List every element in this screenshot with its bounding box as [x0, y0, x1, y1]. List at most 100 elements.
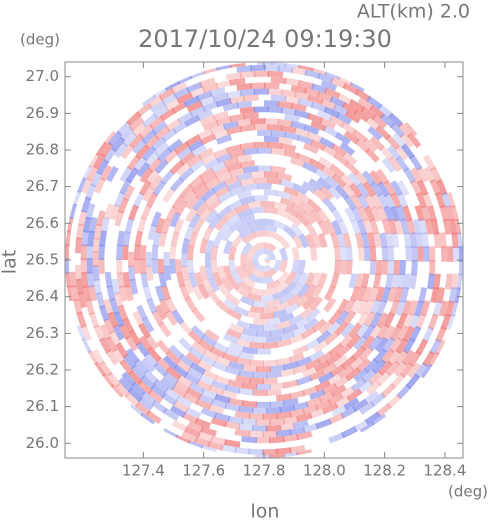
echo-cell: [432, 300, 443, 317]
echo-cell: [239, 106, 256, 115]
echo-cell: [429, 246, 436, 262]
echo-cell: [164, 98, 181, 112]
echo-cell: [420, 300, 431, 317]
echo-cell: [269, 436, 285, 444]
echo-cell: [170, 176, 185, 192]
echo-cell: [436, 287, 446, 304]
echo-cell: [154, 142, 170, 157]
echo-cell: [211, 398, 228, 409]
echo-cell: [421, 232, 430, 249]
echo-cell: [199, 96, 216, 107]
echo-cell: [238, 387, 254, 396]
echo-cell: [288, 314, 304, 326]
echo-cell: [229, 218, 244, 232]
echo-cell: [146, 168, 160, 185]
echo-cell: [235, 356, 251, 366]
echo-cell: [229, 113, 246, 123]
echo-cell: [113, 311, 125, 328]
echo-cell: [334, 321, 349, 336]
echo-cell: [249, 395, 264, 402]
y-label: lat: [0, 250, 21, 274]
echo-cell: [214, 216, 228, 231]
echo-cell: [122, 259, 129, 274]
echo-cell: [343, 298, 356, 315]
echo-cell: [355, 322, 370, 339]
echo-cell: [336, 343, 352, 358]
echo-cell: [416, 179, 429, 196]
echo-cell: [198, 207, 213, 223]
echo-cell: [65, 258, 70, 274]
echo-cell: [395, 337, 409, 355]
echo-cell: [262, 413, 278, 420]
echo-cell: [277, 101, 294, 109]
echo-cell: [132, 310, 145, 327]
echo-cell: [105, 336, 118, 353]
echo-cell: [338, 365, 354, 379]
echo-cell: [115, 382, 131, 398]
echo-cell: [237, 423, 254, 432]
echo-cell: [223, 239, 233, 255]
echo-cell: [405, 373, 421, 390]
echo-cell: [339, 142, 356, 156]
echo-cell: [270, 165, 286, 174]
echo-cell: [266, 230, 281, 241]
echo-cell: [236, 65, 253, 73]
echo-cell: [104, 271, 113, 288]
echo-cell: [239, 195, 255, 206]
echo-cell: [353, 335, 368, 351]
echo-cell: [198, 339, 214, 353]
echo-cell: [152, 231, 162, 247]
echo-cell: [228, 259, 237, 274]
y-tick-label: 26.2: [26, 361, 59, 379]
echo-cell: [277, 271, 291, 285]
echo-cell: [161, 93, 178, 106]
echo-cell: [389, 205, 401, 222]
echo-cell: [383, 312, 396, 329]
echo-cell: [198, 77, 216, 88]
echo-cell: [356, 286, 367, 302]
echo-cell: [399, 132, 414, 149]
echo-cell: [201, 187, 216, 202]
echo-cell: [267, 141, 283, 150]
echo-cell: [264, 135, 280, 143]
echo-cell: [361, 368, 377, 384]
echo-cell: [393, 260, 400, 276]
echo-cell: [429, 178, 442, 196]
echo-cell: [75, 237, 83, 254]
y-tick-label: 26.6: [26, 214, 59, 232]
echo-cell: [381, 218, 392, 235]
echo-cell: [396, 325, 409, 342]
echo-cell: [381, 336, 396, 353]
echo-cell: [150, 211, 162, 228]
echo-cell: [249, 323, 264, 331]
echo-cell: [192, 285, 204, 301]
echo-cell: [248, 448, 264, 456]
echo-cell: [125, 348, 140, 364]
echo-cell: [151, 258, 159, 275]
echo-cell: [276, 393, 292, 402]
echo-cell: [263, 323, 278, 331]
echo-cell: [116, 230, 125, 247]
echo-cell: [132, 191, 145, 208]
echo-cell: [310, 209, 324, 225]
echo-cell: [93, 278, 102, 295]
echo-cell: [226, 126, 242, 136]
echo-cell: [122, 317, 135, 334]
echo-cell: [331, 219, 343, 236]
echo-cell: [252, 371, 268, 379]
echo-cell: [364, 116, 381, 131]
echo-cell: [116, 272, 125, 288]
echo-cell: [171, 385, 188, 399]
echo-cell: [323, 285, 336, 302]
echo-cell: [363, 390, 380, 405]
echo-cell: [422, 326, 434, 343]
echo-cell: [306, 307, 321, 322]
echo-cell: [321, 362, 337, 376]
echo-cell: [169, 160, 185, 175]
echo-cell: [160, 285, 172, 301]
echo-cell: [415, 338, 429, 356]
echo-cell: [262, 359, 278, 367]
echo-cell: [188, 139, 204, 153]
echo-cell: [214, 185, 231, 199]
echo-cell: [399, 362, 414, 378]
